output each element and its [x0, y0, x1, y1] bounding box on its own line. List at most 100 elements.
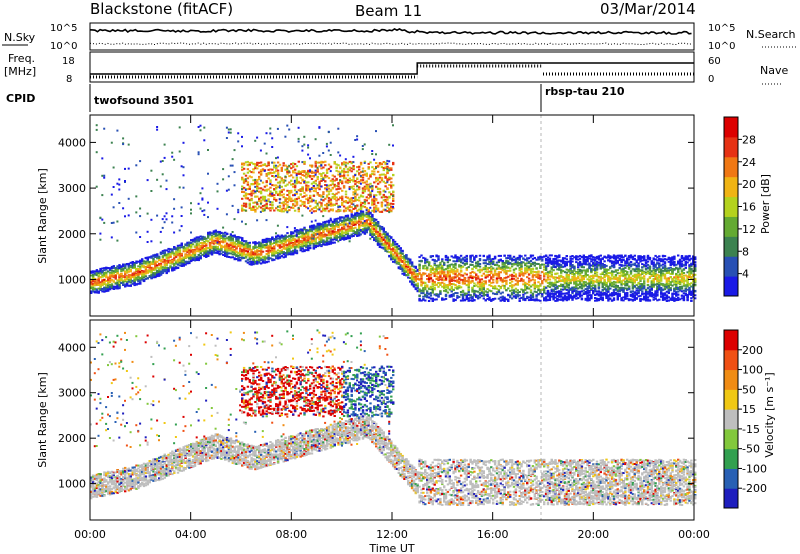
scatter-cell	[109, 281, 111, 283]
noise-panel: N.Sky 10^5 10^0 10^5 10^0 N.Search	[2, 23, 796, 52]
scatter-cell	[294, 210, 296, 212]
scatter-cell	[247, 184, 249, 186]
scatter-cell	[241, 198, 243, 200]
scatter-cell	[269, 128, 271, 130]
scatter-cell	[317, 233, 319, 235]
scatter-cell	[128, 144, 130, 146]
scatter-cell	[322, 152, 324, 154]
scatter-cell	[294, 185, 296, 187]
scatter-cell	[111, 222, 113, 224]
scatter-cell	[352, 197, 354, 199]
scatter-cell	[303, 136, 305, 138]
noise-search-line	[90, 43, 692, 45]
scatter-cell	[256, 207, 258, 209]
scatter-cell	[249, 188, 251, 190]
scatter-cell	[384, 209, 386, 211]
scatter-cell	[335, 167, 337, 169]
scatter-cell	[445, 298, 447, 300]
scatter-cell	[335, 178, 337, 180]
scatter-cell	[392, 163, 394, 165]
scatter-cell	[164, 252, 166, 254]
scatter-cell	[171, 152, 173, 154]
scatter-cell	[279, 205, 281, 207]
scatter-cell	[245, 205, 247, 207]
scatter-cell	[177, 267, 179, 269]
noise-right-tick-bottom: 10^0	[708, 41, 735, 52]
scatter-cell	[354, 218, 356, 220]
scatter-cell	[222, 235, 224, 237]
scatter-cell	[396, 243, 398, 245]
scatter-cell	[166, 180, 168, 182]
scatter-cell	[379, 181, 381, 183]
scatter-cell	[122, 207, 124, 209]
scatter-cell	[354, 139, 356, 141]
scatter-cell	[241, 136, 243, 138]
scatter-cell	[245, 189, 247, 191]
scatter-cell	[345, 158, 347, 160]
scatter-cell	[405, 255, 407, 257]
scatter-cell	[228, 132, 230, 134]
scatter-cell	[275, 232, 277, 234]
scatter-cell	[375, 210, 377, 212]
scatter-cell	[179, 151, 181, 153]
scatter-cell	[317, 176, 319, 178]
scatter-cell	[279, 198, 281, 200]
scatter-cell	[190, 209, 192, 211]
scatter-cell	[322, 191, 324, 193]
scatter-cell	[375, 219, 377, 221]
scatter-cell	[298, 196, 300, 198]
scatter-cell	[298, 207, 300, 209]
scatter-cell	[220, 248, 222, 250]
scatter-cell	[381, 202, 383, 204]
scatter-cell	[111, 142, 113, 144]
scatter-cell	[311, 221, 313, 223]
scatter-cell	[166, 218, 168, 220]
scatter-cell	[337, 183, 339, 185]
scatter-cell	[254, 211, 256, 213]
scatter-cell	[269, 210, 271, 212]
scatter-cell	[147, 231, 149, 233]
scatter-cell	[171, 222, 173, 224]
scatter-cell	[150, 170, 152, 172]
scatter-cell	[313, 200, 315, 202]
scatter-cell	[288, 209, 290, 211]
scatter-cell	[203, 209, 205, 211]
scatter-cell	[360, 162, 362, 164]
scatter-cell	[275, 165, 277, 167]
scatter-cell	[375, 162, 377, 164]
scatter-cell	[369, 194, 371, 196]
scatter-cell	[384, 204, 386, 206]
scatter-cell	[383, 229, 385, 231]
scatter-cell	[101, 157, 103, 159]
scatter-cell	[190, 232, 192, 234]
scatter-cell	[349, 188, 351, 190]
scatter-cell	[262, 182, 264, 184]
scatter-cell	[281, 170, 283, 172]
scatter-cell	[301, 190, 303, 192]
scatter-cell	[368, 190, 370, 192]
scatter-cell	[118, 202, 120, 204]
scatter-cell	[175, 256, 177, 258]
scatter-cell	[424, 300, 426, 302]
scatter-cell	[452, 295, 454, 297]
scatter-cell	[139, 208, 141, 210]
scatter-cell	[179, 186, 181, 188]
scatter-cell	[369, 238, 371, 240]
scatter-cell	[277, 206, 279, 208]
scatter-cell	[294, 163, 296, 165]
scatter-cell	[324, 161, 326, 163]
scatter-cell	[245, 175, 247, 177]
scatter-cell	[249, 205, 251, 207]
scatter-cell	[409, 259, 411, 261]
scatter-cell	[267, 189, 269, 191]
scatter-cell	[232, 205, 234, 207]
scatter-cell	[122, 143, 124, 145]
scatter-cell	[217, 246, 219, 248]
scatter-cell	[290, 174, 292, 176]
scatter-cell	[226, 233, 228, 235]
scatter-cell	[120, 273, 122, 275]
noise-right-tick-top: 10^5	[708, 23, 735, 34]
scatter-cell	[141, 258, 143, 260]
scatter-cell	[250, 199, 252, 201]
scatter-cell	[309, 195, 311, 197]
